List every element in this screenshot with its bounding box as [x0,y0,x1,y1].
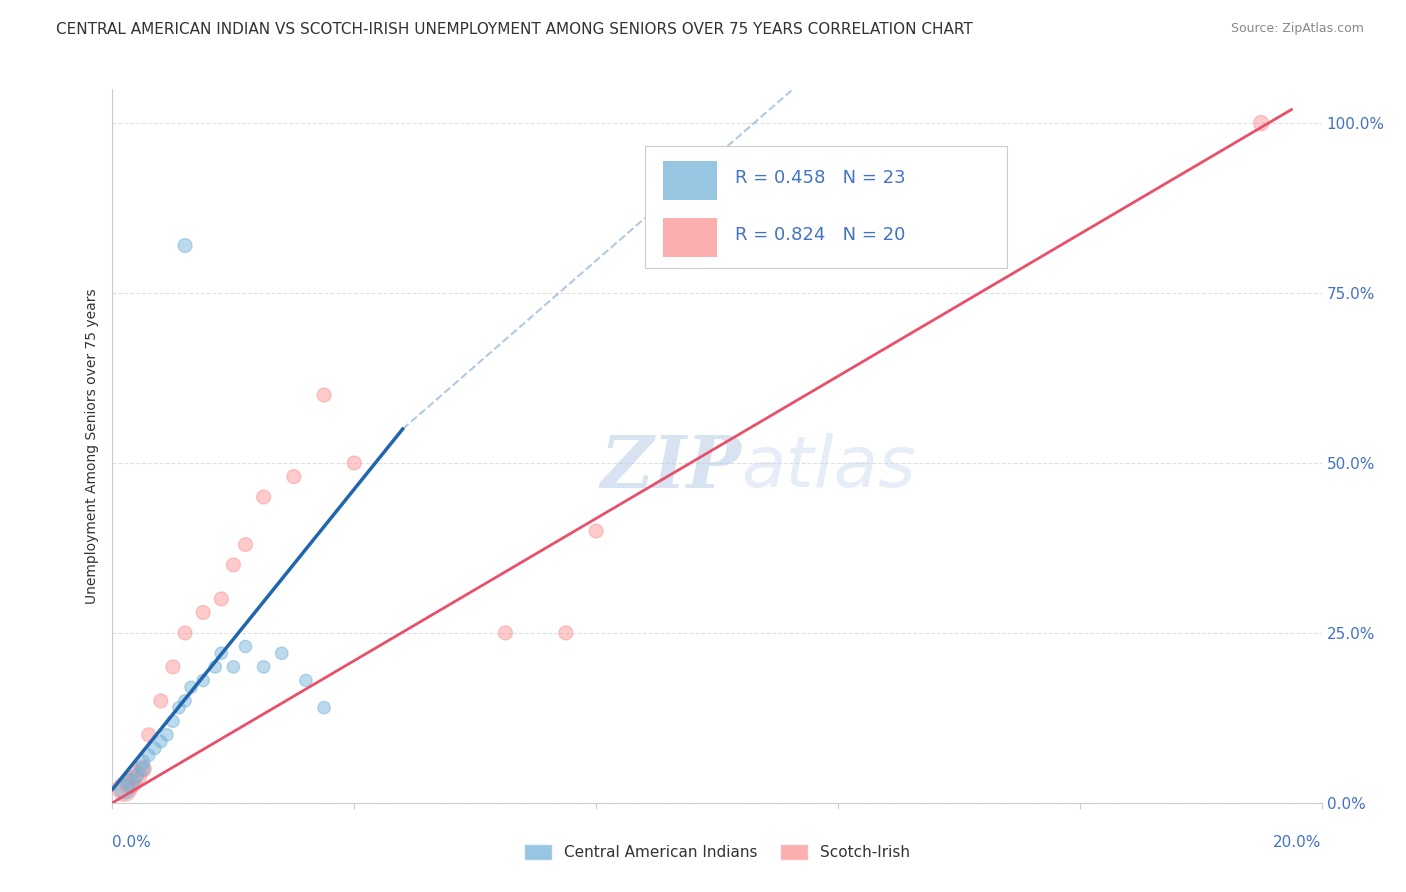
Text: atlas: atlas [741,433,915,502]
Point [1250,116,1272,130]
Point [295,673,318,688]
Point [270,646,292,660]
Point [120,775,142,789]
Point [253,660,276,674]
Point [138,748,160,763]
Point [167,700,190,714]
Point [162,714,184,729]
Point [191,673,214,688]
Text: R = 0.824   N = 20: R = 0.824 N = 20 [735,227,905,244]
Point [495,626,517,640]
Point [114,782,136,797]
Point [180,680,202,694]
Text: R = 0.458   N = 23: R = 0.458 N = 23 [735,169,905,187]
Point [162,660,184,674]
Point [174,626,197,640]
Point [125,769,148,783]
Text: CENTRAL AMERICAN INDIAN VS SCOTCH-IRISH UNEMPLOYMENT AMONG SENIORS OVER 75 YEARS: CENTRAL AMERICAN INDIAN VS SCOTCH-IRISH … [56,22,973,37]
FancyBboxPatch shape [662,218,717,257]
Point [120,775,142,789]
Point [204,660,226,674]
Text: ZIP: ZIP [600,432,741,503]
Point [156,728,179,742]
Text: 20.0%: 20.0% [1274,835,1322,850]
Y-axis label: Unemployment Among Seniors over 75 years: Unemployment Among Seniors over 75 years [86,288,100,604]
Point [209,646,232,660]
Point [253,490,276,504]
Point [554,626,576,640]
FancyBboxPatch shape [662,161,717,200]
Point [209,591,232,606]
Point [174,238,197,252]
Point [222,660,245,674]
Point [125,769,148,783]
Point [149,734,172,748]
Point [132,762,155,776]
Point [143,741,166,756]
Point [283,469,305,483]
Point [174,694,197,708]
Point [114,782,136,797]
Point [222,558,245,572]
Point [235,640,257,654]
Point [132,755,155,769]
Point [138,728,160,742]
Point [235,537,257,551]
Text: 0.0%: 0.0% [112,835,152,850]
Point [585,524,607,538]
Point [149,694,172,708]
Point [314,388,336,402]
Legend: Central American Indians, Scotch-Irish: Central American Indians, Scotch-Irish [517,838,917,866]
Point [314,700,336,714]
Point [132,762,155,776]
Point [191,606,214,620]
Text: Source: ZipAtlas.com: Source: ZipAtlas.com [1230,22,1364,36]
FancyBboxPatch shape [644,146,1007,268]
Point [343,456,366,470]
